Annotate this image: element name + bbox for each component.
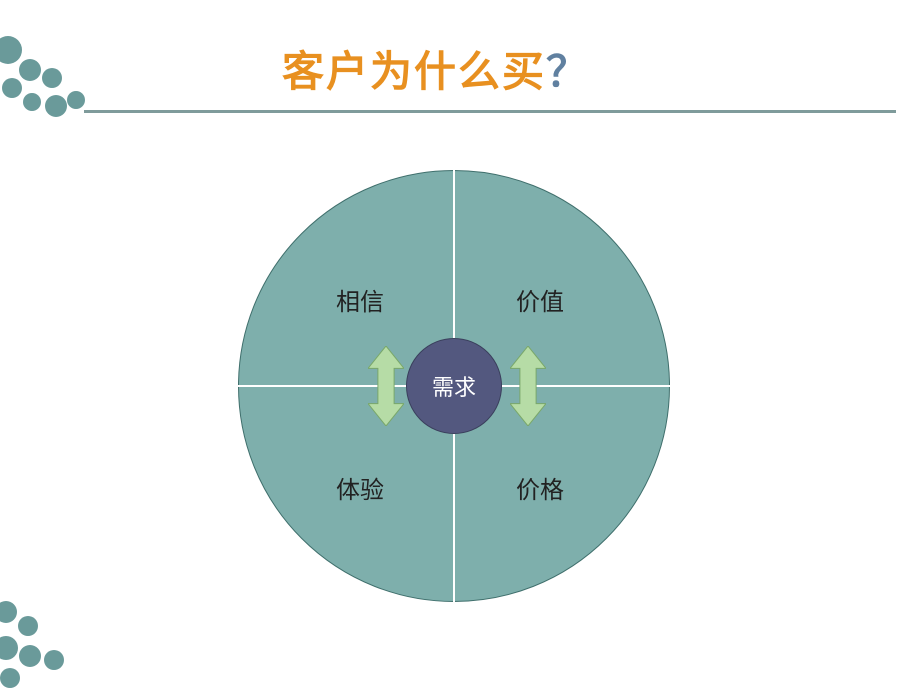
quadrant-label-bottom-right: 价格 — [516, 470, 564, 505]
decorative-dot — [18, 616, 38, 636]
quadrant-label-bottom-left: 体验 — [336, 470, 384, 505]
decorative-dot — [2, 78, 22, 98]
center-label: 需求 — [432, 370, 476, 402]
decorative-dot — [0, 601, 17, 623]
double-arrow-left — [368, 346, 404, 426]
decorative-dot — [0, 36, 22, 64]
title-main-text: 客户为什么买 — [282, 50, 546, 96]
decorative-dot — [23, 93, 41, 111]
title-divider — [84, 110, 896, 113]
quadrant-label-top-right: 价值 — [516, 282, 564, 317]
decorative-dot — [19, 59, 41, 81]
slide-title: 客户为什么买？ — [282, 38, 588, 99]
decorative-dot — [42, 68, 62, 88]
decorative-dot — [45, 95, 67, 117]
decorative-dot — [0, 668, 20, 688]
decorative-dot — [67, 91, 85, 109]
decorative-dot — [19, 645, 41, 667]
decorative-dot — [0, 636, 18, 660]
diagram-center-circle: 需求 — [406, 338, 502, 434]
title-question-mark: ？ — [546, 50, 588, 96]
quadrant-diagram: 相信 价值 体验 价格 需求 — [238, 170, 670, 602]
decorative-dot — [44, 650, 64, 670]
quadrant-label-top-left: 相信 — [336, 282, 384, 317]
double-arrow-right — [510, 346, 546, 426]
